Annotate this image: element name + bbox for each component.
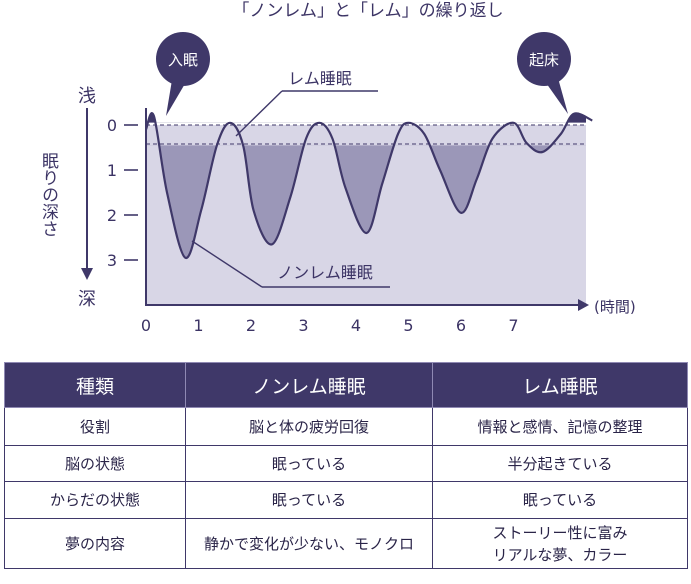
sleep-onset-label: 入眠 xyxy=(168,51,198,69)
y-tick-label: 1 xyxy=(107,161,117,180)
y-ticks: 0 1 2 3 xyxy=(107,116,138,270)
y-shallow-label: 浅 xyxy=(78,86,96,107)
rem-label-group: レム睡眠 xyxy=(235,69,378,137)
sleep-onset-callout: 入眠 xyxy=(156,32,210,116)
x-tick-label: 7 xyxy=(508,316,518,335)
nonrem-cell: 眠っている xyxy=(185,481,433,519)
nonrem-cell: 脳と体の疲労回復 xyxy=(185,407,433,446)
x-tick-label: 4 xyxy=(351,316,361,335)
x-tick-label: 1 xyxy=(193,316,203,335)
table-row: 夢の内容 静かで変化が少ない、モノクロ ストーリー性に富み リアルな夢、カラー xyxy=(4,518,688,569)
table-row: 役割 脳と体の疲労回復 情報と感情、記憶の整理 xyxy=(4,407,688,446)
header-nonrem: ノンレム睡眠 xyxy=(185,362,433,408)
header-rem: レム睡眠 xyxy=(432,362,688,408)
row-label: からだの状態 xyxy=(4,481,186,519)
rem-sleep-label: レム睡眠 xyxy=(288,69,352,88)
rem-cell: 眠っている xyxy=(432,481,688,519)
nonrem-shaded-area xyxy=(146,145,586,258)
y-tick-label: 3 xyxy=(107,251,117,270)
x-axis-arrow xyxy=(578,299,589,311)
table-row: 脳の状態 眠っている 半分起きている xyxy=(4,445,688,482)
rem-cell: 半分起きている xyxy=(432,445,688,482)
rem-cell: 情報と感情、記憶の整理 xyxy=(432,407,688,446)
y-tick-label: 0 xyxy=(107,116,117,135)
y-tick-label: 2 xyxy=(107,206,117,225)
x-axis-unit-label: (時間) xyxy=(594,298,636,316)
x-tick-label: 0 xyxy=(141,316,151,335)
wake-up-callout: 起床 xyxy=(517,32,571,114)
x-tick-label: 2 xyxy=(246,316,256,335)
nonrem-label-group: ノンレム睡眠 xyxy=(191,240,390,288)
header-type: 種類 xyxy=(4,362,186,408)
row-label: 夢の内容 xyxy=(4,518,186,569)
x-tick-label: 5 xyxy=(403,316,413,335)
sleep-cycle-chart: 「ノンレム」と「レム」の繰り返し 0 1 2 3 0 1 2 3 4 5 6 7 浅 深 眠りの深さ… xyxy=(38,1,636,335)
table-row: からだの状態 眠っている 眠っている xyxy=(4,481,688,519)
nonrem-sleep-label: ノンレム睡眠 xyxy=(277,263,373,282)
row-label: 脳の状態 xyxy=(4,445,186,482)
x-tick-label: 3 xyxy=(298,316,308,335)
rem-cell: ストーリー性に富み リアルな夢、カラー xyxy=(432,518,688,569)
nonrem-cell: 眠っている xyxy=(185,445,433,482)
x-ticks: 0 1 2 3 4 5 6 7 xyxy=(141,316,519,335)
depth-arrow-head xyxy=(81,268,93,280)
nonrem-cell: 静かで変化が少ない、モノクロ xyxy=(185,518,433,569)
y-deep-label: 深 xyxy=(78,289,96,310)
chart-title: 「ノンレム」と「レム」の繰り返し xyxy=(232,1,503,21)
wake-up-label: 起床 xyxy=(529,51,559,69)
y-axis-title: 眠りの深さ xyxy=(38,152,59,237)
sleep-depth-curve xyxy=(144,112,593,259)
curve-fill-layer xyxy=(146,113,586,258)
row-label: 役割 xyxy=(4,407,186,446)
table-header-row: 種類 ノンレム睡眠 レム睡眠 xyxy=(4,362,688,408)
sleep-comparison-table: 種類 ノンレム睡眠 レム睡眠 役割 脳と体の疲労回復 情報と感情、記憶の整理 脳… xyxy=(4,362,688,569)
x-tick-label: 6 xyxy=(456,316,466,335)
